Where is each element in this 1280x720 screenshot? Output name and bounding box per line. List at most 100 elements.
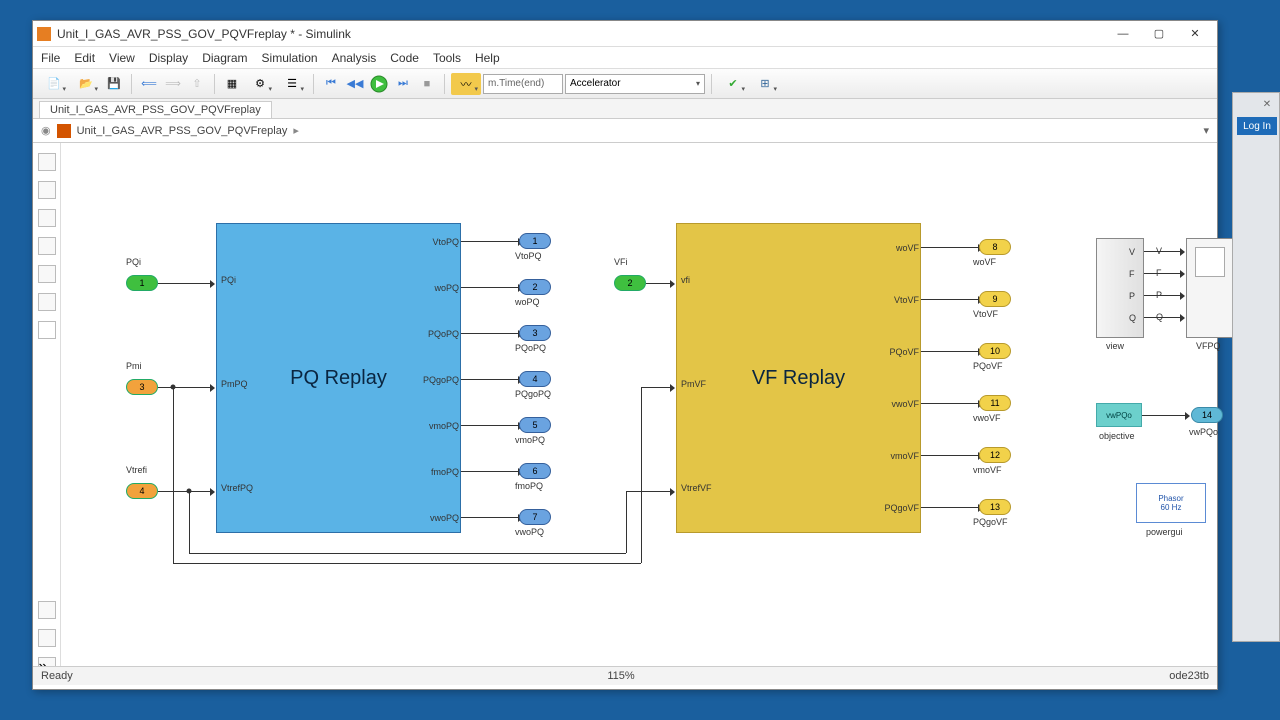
tab-model[interactable]: Unit_I_GAS_AVR_PSS_GOV_PQVFreplay: [39, 101, 272, 118]
tab-strip: Unit_I_GAS_AVR_PSS_GOV_PQVFreplay: [33, 99, 1217, 119]
canvas[interactable]: PQ Replay VF Replay view VFPQ vwPQo obje…: [61, 143, 1217, 685]
run-button[interactable]: [368, 73, 390, 95]
menu-help[interactable]: Help: [475, 51, 500, 65]
signal-button[interactable]: 〰: [451, 73, 481, 95]
chevron-right-icon: ▸: [293, 124, 299, 137]
powergui-block[interactable]: Phasor60 Hz: [1136, 483, 1206, 523]
check-button[interactable]: ✔: [718, 73, 748, 95]
step-back2-button[interactable]: ◀◀: [344, 73, 366, 95]
window-title: Unit_I_GAS_AVR_PSS_GOV_PQVFreplay * - Si…: [57, 27, 1105, 41]
crumb-dropdown-icon[interactable]: ▾: [1203, 124, 1209, 137]
pq-replay-title: PQ Replay: [290, 367, 387, 390]
pq-in-label: PQi: [221, 275, 236, 285]
new-button[interactable]: 📄: [39, 73, 69, 95]
vf-outport-8[interactable]: 8: [979, 239, 1011, 255]
view-port-label2: P: [1156, 290, 1162, 300]
open-button[interactable]: 📂: [71, 73, 101, 95]
vf-out-inner: PQgoVF: [877, 503, 919, 513]
pq-out-inner: woPQ: [421, 283, 459, 293]
pq-outport-4[interactable]: 4: [519, 371, 551, 387]
palette-zoom-icon[interactable]: [38, 181, 56, 199]
maximize-button[interactable]: ▢: [1141, 22, 1177, 46]
save-button[interactable]: 💾: [103, 73, 125, 95]
menu-file[interactable]: File: [41, 51, 60, 65]
pq-out-inner: VtoPQ: [421, 237, 459, 247]
up-button[interactable]: ⇧: [186, 73, 208, 95]
pq-out-inner: vwoPQ: [421, 513, 459, 523]
step-back-button[interactable]: ⏮: [320, 73, 342, 95]
palette-explorer-icon[interactable]: [38, 265, 56, 283]
menu-view[interactable]: View: [109, 51, 135, 65]
vfpq-label: VFPQ: [1196, 341, 1221, 351]
sim-mode-select[interactable]: Accelerator: [565, 74, 705, 94]
library-button[interactable]: ▦: [221, 73, 243, 95]
view-port-label: Q: [1129, 313, 1136, 323]
vf-outport-10[interactable]: 10: [979, 343, 1011, 359]
pq-in-label: PmPQ: [221, 379, 248, 389]
vf-outport-label: vmoVF: [973, 465, 1002, 475]
pq-outport-7[interactable]: 7: [519, 509, 551, 525]
breadcrumb: ◉ Unit_I_GAS_AVR_PSS_GOV_PQVFreplay ▸ ▾: [33, 119, 1217, 143]
vf-in-label: vfi: [681, 275, 690, 285]
view-button[interactable]: ⊞: [750, 73, 780, 95]
menu-diagram[interactable]: Diagram: [202, 51, 247, 65]
objective-label: objective: [1099, 431, 1135, 441]
menu-analysis[interactable]: Analysis: [332, 51, 377, 65]
palette-fit-icon[interactable]: [38, 209, 56, 227]
side-close-button[interactable]: ✕: [1257, 95, 1277, 113]
objective-block[interactable]: vwPQo: [1096, 403, 1142, 427]
crumb-root[interactable]: Unit_I_GAS_AVR_PSS_GOV_PQVFreplay: [77, 125, 288, 137]
pq-outport-label: PQgoPQ: [515, 389, 551, 399]
list-button[interactable]: ☰: [277, 73, 307, 95]
vf-replay-block[interactable]: VF Replay: [676, 223, 921, 533]
palette-b2-icon[interactable]: [38, 629, 56, 647]
palette-b1-icon[interactable]: [38, 601, 56, 619]
objective-outport[interactable]: 14: [1191, 407, 1223, 423]
pq-outport-5[interactable]: 5: [519, 417, 551, 433]
vf-out-inner: VtoVF: [877, 295, 919, 305]
palette-hide-icon[interactable]: [38, 153, 56, 171]
palette: »: [33, 143, 61, 685]
pq-outport-2[interactable]: 2: [519, 279, 551, 295]
inport-VFi[interactable]: 2: [614, 275, 646, 291]
toolbar: 📄 📂 💾 ⟸ ⟹ ⇧ ▦ ⚙ ☰ ⏮ ◀◀ ⏭ ■ 〰 m.Time(end)…: [33, 69, 1217, 99]
menubar: File Edit View Display Diagram Simulatio…: [33, 47, 1217, 69]
menu-code[interactable]: Code: [390, 51, 419, 65]
palette-actual-icon[interactable]: [38, 237, 56, 255]
inport-label: PQi: [126, 257, 141, 267]
palette-box-icon[interactable]: [38, 321, 56, 339]
vf-in-label: PmVF: [681, 379, 706, 389]
stoptime-field[interactable]: m.Time(end): [483, 74, 563, 94]
menu-display[interactable]: Display: [149, 51, 188, 65]
close-button[interactable]: ✕: [1177, 22, 1213, 46]
pq-outport-3[interactable]: 3: [519, 325, 551, 341]
inport-Vtrefi[interactable]: 4: [126, 483, 158, 499]
pq-outport-6[interactable]: 6: [519, 463, 551, 479]
forward-button[interactable]: ⟹: [162, 73, 184, 95]
workspace: » PQ Replay VF Replay view VFPQ vwPQo ob…: [33, 143, 1217, 685]
vf-outport-11[interactable]: 11: [979, 395, 1011, 411]
inport-PQi[interactable]: 1: [126, 275, 158, 291]
view-port-label: P: [1129, 291, 1135, 301]
view-subsystem[interactable]: [1096, 238, 1144, 338]
vfpq-scope[interactable]: [1186, 238, 1234, 338]
vf-outport-12[interactable]: 12: [979, 447, 1011, 463]
powergui-label: powergui: [1146, 527, 1183, 537]
vf-outport-label: PQoVF: [973, 361, 1003, 371]
back-button[interactable]: ⟸: [138, 73, 160, 95]
pq-outport-1[interactable]: 1: [519, 233, 551, 249]
step-fwd-button[interactable]: ⏭: [392, 73, 414, 95]
vf-out-inner: vmoVF: [877, 451, 919, 461]
inport-Pmi[interactable]: 3: [126, 379, 158, 395]
menu-tools[interactable]: Tools: [433, 51, 461, 65]
vf-outport-9[interactable]: 9: [979, 291, 1011, 307]
minimize-button[interactable]: —: [1105, 22, 1141, 46]
menu-edit[interactable]: Edit: [74, 51, 95, 65]
menu-simulation[interactable]: Simulation: [262, 51, 318, 65]
stop-button[interactable]: ■: [416, 73, 438, 95]
palette-toggle-icon[interactable]: [38, 293, 56, 311]
vf-outport-13[interactable]: 13: [979, 499, 1011, 515]
vf-out-inner: woVF: [877, 243, 919, 253]
config-button[interactable]: ⚙: [245, 73, 275, 95]
login-button[interactable]: Log In: [1237, 117, 1277, 135]
